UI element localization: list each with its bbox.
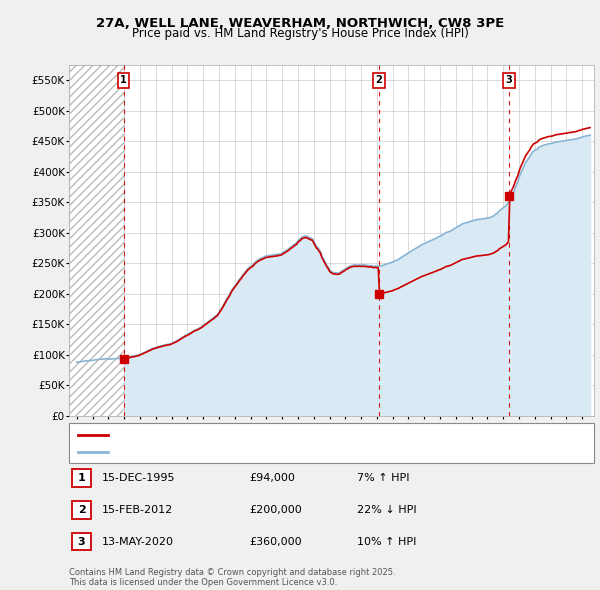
Text: £360,000: £360,000 [249, 537, 302, 546]
Text: 27A, WELL LANE, WEAVERHAM, NORTHWICH, CW8 3PE (detached house): 27A, WELL LANE, WEAVERHAM, NORTHWICH, CW… [113, 430, 493, 440]
Text: Price paid vs. HM Land Registry's House Price Index (HPI): Price paid vs. HM Land Registry's House … [131, 27, 469, 40]
Text: 15-DEC-1995: 15-DEC-1995 [102, 473, 176, 483]
Text: 1: 1 [120, 76, 127, 86]
Text: 22% ↓ HPI: 22% ↓ HPI [357, 505, 416, 514]
Text: 7% ↑ HPI: 7% ↑ HPI [357, 473, 409, 483]
Text: 15-FEB-2012: 15-FEB-2012 [102, 505, 173, 514]
Text: 10% ↑ HPI: 10% ↑ HPI [357, 537, 416, 546]
Text: 3: 3 [78, 537, 85, 546]
Text: Contains HM Land Registry data © Crown copyright and database right 2025.
This d: Contains HM Land Registry data © Crown c… [69, 568, 395, 587]
Polygon shape [69, 65, 124, 416]
Text: 2: 2 [376, 76, 382, 86]
Text: £200,000: £200,000 [249, 505, 302, 514]
Text: 27A, WELL LANE, WEAVERHAM, NORTHWICH, CW8 3PE: 27A, WELL LANE, WEAVERHAM, NORTHWICH, CW… [96, 17, 504, 30]
Text: 3: 3 [506, 76, 512, 86]
Text: £94,000: £94,000 [249, 473, 295, 483]
Text: HPI: Average price, detached house, Cheshire West and Chester: HPI: Average price, detached house, Ches… [113, 447, 448, 457]
Text: 13-MAY-2020: 13-MAY-2020 [102, 537, 174, 546]
Text: 2: 2 [78, 505, 85, 514]
Text: 1: 1 [78, 473, 85, 483]
